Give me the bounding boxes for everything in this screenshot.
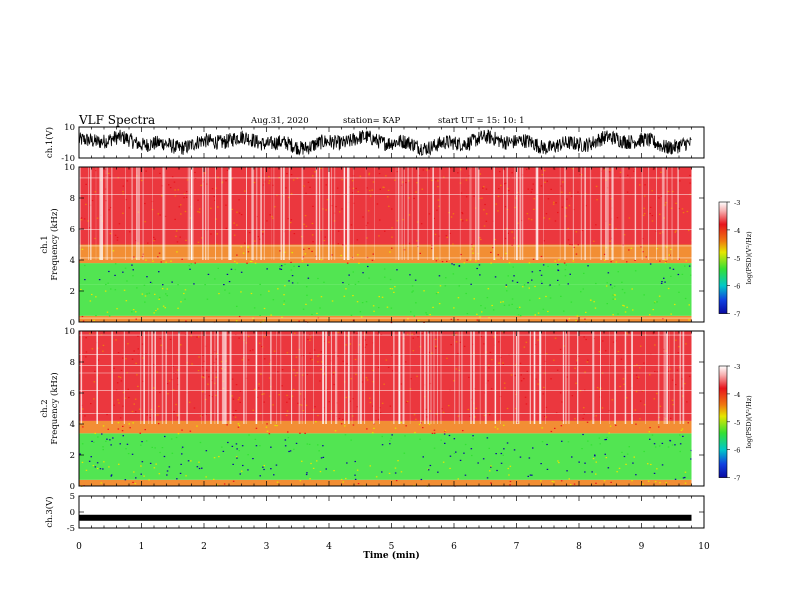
ch3-waveform-ytick-2: -5 [67, 524, 75, 534]
ch2-spectrogram-ytick-5: 10 [64, 327, 75, 337]
colorbar-2 [718, 365, 728, 478]
ch3-waveform-panel [79, 514, 692, 521]
ch1-waveform-panel [78, 129, 692, 156]
ch1-spectrogram-ytick-2: 4 [70, 256, 75, 266]
x-tick-8: 8 [576, 542, 582, 552]
colorbar-1-tick-0: -3 [734, 199, 740, 207]
ch1-spectrogram-band-3 [79, 244, 692, 264]
colorbar-2-tick-2: -5 [734, 419, 740, 427]
ch2-spectrogram-band-0 [79, 479, 692, 486]
ch2-spectrogram-ytick-1: 2 [70, 451, 75, 461]
ch1-waveform-ytick-0: 10 [64, 123, 75, 133]
ch1-waveform-ylabel: ch.1(V) [44, 127, 55, 158]
x-tick-10: 10 [698, 542, 710, 552]
colorbar-1-tick-3: -6 [734, 283, 740, 291]
x-tick-0: 0 [76, 542, 82, 552]
colorbar-2-tick-0: -3 [734, 363, 740, 371]
ch1-spectrogram-panel [79, 167, 704, 324]
colorbar-1 [718, 201, 728, 314]
ch1-spectrogram-ytick-3: 6 [70, 225, 75, 235]
x-tick-6: 6 [451, 542, 457, 552]
ch2-spectrogram-ytick-0: 0 [70, 482, 75, 492]
ch1-spectrogram-band-0 [79, 315, 692, 322]
colorbar-2-tick-4: -7 [734, 475, 740, 483]
x-axis-label: Time (min) [363, 550, 420, 561]
ch2-spectrogram-panel [79, 331, 704, 487]
x-tick-2: 2 [201, 542, 207, 552]
ch3-waveform-ylabel: ch.3(V) [44, 496, 55, 527]
ch2-spectrogram-ylabel-freq: Frequency (kHz) [49, 372, 60, 444]
colorbar-2-label: log(PSD)(V²/Hz) [745, 395, 753, 448]
x-tick-4: 4 [326, 542, 332, 552]
x-tick-9: 9 [639, 542, 645, 552]
ch2-spectrogram-band-4 [79, 331, 692, 421]
ch1-spectrogram-ytick-4: 8 [70, 194, 75, 204]
colorbar-1-label: log(PSD)(V²/Hz) [745, 231, 753, 284]
ch1-spectrogram-band-2 [79, 263, 692, 285]
ch1-waveform-ytick-1: -10 [61, 154, 75, 164]
ch1-spectrogram-ytick-1: 2 [70, 287, 75, 297]
ch3-waveform-ytick-1: 0 [70, 508, 75, 518]
date-label: Aug.31, 2020 [251, 116, 309, 126]
x-tick-7: 7 [514, 542, 520, 552]
ch2-spectrogram-band-1 [79, 455, 692, 480]
colorbar-1-tick-4: -7 [734, 311, 740, 319]
station-label: station= KAP [343, 116, 401, 126]
ch1-spectrogram-ylabel: ch.1 [40, 235, 50, 253]
ch1-spectrogram-ylabel-freq: Frequency (kHz) [49, 208, 60, 280]
ch1-spectrogram-ytick-0: 0 [70, 318, 75, 328]
ch3-waveform-ytick-0: 5 [70, 492, 75, 502]
ch1-waveform-line [78, 129, 692, 156]
chart-title: VLF Spectra [79, 113, 156, 127]
x-tick-5: 5 [389, 542, 395, 552]
colorbar-2-tick-3: -6 [734, 447, 740, 455]
ch1-spectrogram-band-4 [79, 167, 692, 245]
ch1-spectrogram-band-1 [79, 284, 692, 316]
ch3-waveform-line [79, 514, 692, 521]
colorbar-2-tick-1: -4 [734, 391, 740, 399]
start-time-label: start UT = 15: 10: 1 [438, 116, 525, 126]
ch2-spectrogram-band-3 [79, 420, 692, 434]
ch2-spectrogram-ytick-3: 6 [70, 389, 75, 399]
ch2-spectrogram-band-2 [79, 433, 692, 455]
ch1-spectrogram-ytick-5: 10 [64, 163, 75, 173]
colorbar-1-tick-1: -4 [734, 227, 740, 235]
colorbar-1-tick-2: -5 [734, 255, 740, 263]
x-tick-1: 1 [139, 542, 145, 552]
ch2-spectrogram-ytick-2: 4 [70, 420, 75, 430]
ch2-spectrogram-ylabel: ch.2 [40, 399, 50, 417]
ch2-spectrogram-ytick-4: 8 [70, 358, 75, 368]
x-tick-3: 3 [264, 542, 270, 552]
